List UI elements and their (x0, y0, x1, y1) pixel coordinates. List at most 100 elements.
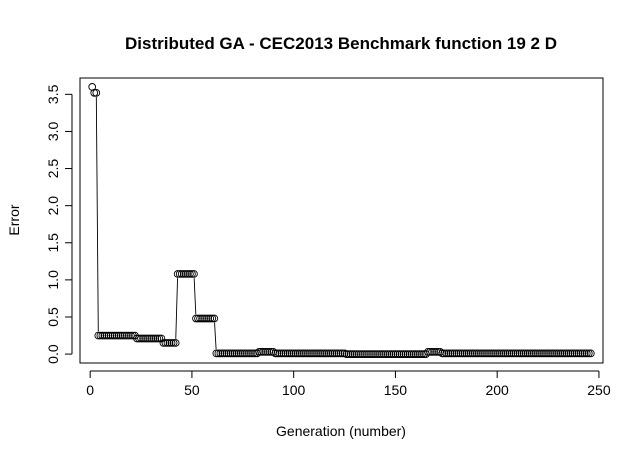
data-point (228, 349, 237, 358)
data-point (220, 349, 229, 358)
data-point (558, 349, 567, 358)
data-point (124, 331, 133, 340)
data-point (491, 349, 499, 358)
data-point (479, 349, 487, 358)
data-point (550, 349, 559, 358)
data-point (363, 350, 371, 358)
data-point (501, 349, 510, 358)
data-point (393, 350, 402, 358)
data-point (261, 348, 270, 356)
data-point (171, 339, 180, 347)
data-point (163, 339, 172, 347)
data-point (521, 349, 530, 358)
data-point (460, 349, 469, 358)
data-point (214, 349, 223, 358)
data-point (495, 349, 504, 358)
data-point (110, 331, 119, 340)
data-point (344, 350, 353, 358)
data-point (452, 349, 461, 358)
data-point (179, 270, 188, 278)
data-point (489, 349, 497, 358)
data-point (279, 349, 288, 358)
data-point (188, 270, 196, 278)
data-point (108, 331, 117, 340)
data-point (399, 350, 408, 358)
data-point (226, 349, 235, 358)
data-point (438, 349, 447, 358)
data-point (487, 349, 495, 358)
data-point (450, 349, 459, 358)
plot-frame (79, 77, 604, 364)
y-tick-label: 2.5 (45, 159, 61, 179)
data-point (273, 349, 282, 358)
data-point (468, 349, 477, 358)
data-point (326, 349, 335, 358)
data-point (224, 349, 233, 358)
data-point (206, 314, 215, 323)
data-point (243, 349, 251, 358)
data-point (198, 314, 206, 323)
data-point (413, 350, 422, 358)
y-axis-label: Error (6, 204, 22, 235)
data-point (475, 349, 483, 358)
data-point (519, 349, 528, 358)
data-point (145, 334, 154, 343)
data-point (90, 88, 99, 97)
data-point (94, 331, 103, 340)
data-point (542, 349, 550, 358)
data-point (151, 334, 160, 343)
data-point (102, 331, 111, 340)
data-point (426, 348, 434, 356)
data-point (328, 349, 337, 358)
data-point (446, 349, 455, 358)
data-point (477, 349, 485, 358)
data-point (580, 349, 589, 358)
data-point (141, 334, 149, 343)
data-point (157, 334, 166, 343)
data-point (287, 349, 296, 358)
x-axis: 0 50 100 150 200 250 (86, 370, 611, 398)
data-point (338, 349, 347, 358)
data-point (361, 350, 369, 358)
data-point (169, 339, 178, 347)
chart-title: Distributed GA - CEC2013 Benchmark funct… (125, 34, 557, 53)
data-point (133, 334, 141, 343)
series-line (95, 97, 217, 350)
data-point (359, 350, 367, 358)
y-tick-label: 1.5 (45, 233, 61, 253)
data-point (544, 349, 552, 358)
data-point (149, 334, 158, 343)
data-point (127, 331, 135, 340)
data-point (448, 349, 457, 358)
data-point (177, 270, 186, 278)
data-point (122, 331, 131, 340)
data-point (236, 349, 245, 358)
data-point (415, 350, 424, 358)
data-point (375, 350, 383, 358)
data-point (552, 349, 561, 358)
data-point (481, 349, 489, 358)
data-point (120, 331, 129, 340)
data-point (387, 350, 396, 358)
data-point (257, 348, 265, 356)
data-point (289, 349, 298, 358)
x-tick-label: 150 (384, 382, 408, 398)
data-point (493, 349, 502, 358)
data-point (114, 331, 123, 340)
data-point (497, 349, 506, 358)
data-point (263, 348, 272, 356)
data-point (92, 88, 101, 97)
data-point (383, 350, 392, 358)
data-point (308, 349, 316, 358)
data-point (523, 349, 532, 358)
data-point (564, 349, 573, 358)
data-point (118, 331, 127, 340)
data-point (367, 350, 375, 358)
data-point (405, 350, 414, 358)
data-point (540, 349, 548, 358)
data-point (196, 314, 204, 323)
data-point (200, 314, 208, 323)
x-tick-label: 100 (282, 382, 306, 398)
data-point (568, 349, 577, 358)
